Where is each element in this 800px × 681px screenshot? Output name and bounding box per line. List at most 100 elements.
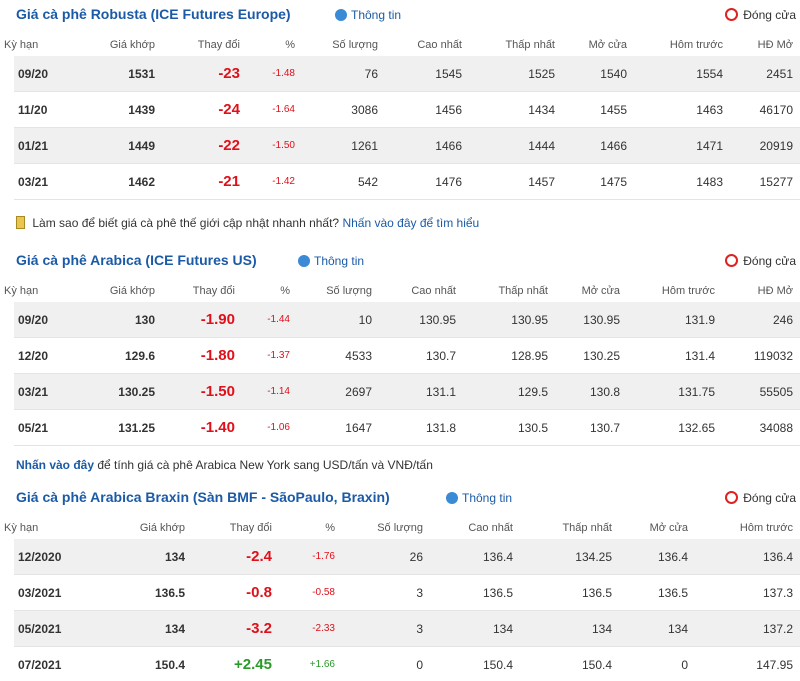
close-label: Đóng cửa [725,8,796,22]
note-line: Nhấn vào đây để tính giá cà phê Arabica … [16,458,433,472]
table-cell: 136.4 [657,550,688,564]
table-cell: -1.64 [272,104,295,115]
column-header: Số lượng [332,39,378,51]
column-header: Kỳ hạn [4,39,39,51]
table-cell: -3.2 [246,620,272,637]
table-cell: 1476 [435,175,462,189]
table-cell: 03/21 [18,385,49,399]
section-title: Giá cà phê Arabica Braxin (Sàn BMF - São… [16,489,390,505]
table-cell: 130.7 [425,349,456,363]
table-cell: -2.33 [312,623,335,634]
column-header: Hôm trước [669,39,723,51]
table-row [14,410,800,446]
table-cell: -0.8 [246,584,272,601]
info-icon [446,492,458,504]
table-cell: 130.5 [517,421,548,435]
table-cell: 136.4 [482,550,513,564]
table-cell: -1.44 [267,314,290,325]
close-label: Đóng cửa [725,491,796,505]
table-row [14,302,800,338]
table-cell: 1455 [600,103,627,117]
info-link[interactable]: Thông tin [335,8,401,22]
table-cell: 131.25 [118,421,155,435]
info-text[interactable]: Thông tin [462,491,513,505]
table-cell: 1462 [128,175,155,189]
table-cell: 129.6 [124,349,155,363]
table-row [14,611,800,647]
column-header: Cao nhất [417,39,462,51]
table-cell: 4533 [345,349,372,363]
column-header: Thấp nhất [498,285,548,297]
column-header: Mở cửa [649,522,688,534]
table-cell: 136.4 [762,550,793,564]
tip-line: Làm sao để biết giá cà phê thế giới cập … [16,216,479,230]
clock-icon [725,8,739,21]
table-cell: 130.25 [118,385,155,399]
table-cell: -1.14 [267,386,290,397]
table-cell: 1456 [435,103,462,117]
section-title: Giá cà phê Arabica (ICE Futures US) [16,252,257,268]
table-cell: 46170 [759,103,793,117]
table-cell: 246 [772,313,793,327]
table-cell: 542 [357,175,378,189]
clock-icon [725,491,739,504]
info-icon [298,255,310,267]
column-header: Giá khớp [109,285,155,297]
close-text: Đóng cửa [743,491,796,505]
table-cell: 136.5 [154,586,185,600]
table-cell: 1457 [528,175,555,189]
column-header: Kỳ hạn [4,285,39,297]
close-label: Đóng cửa [725,254,796,268]
table-cell: 1466 [435,139,462,153]
table-cell: 134 [492,622,513,636]
table-row [14,164,800,200]
info-link[interactable]: Thông tin [298,254,364,268]
column-header: Kỳ hạn [4,522,39,534]
table-row [14,56,800,92]
note-link[interactable]: Nhấn vào đây [16,458,95,472]
table-cell: -21 [218,173,240,190]
table-row [14,338,800,374]
table-cell: 10 [358,313,372,327]
table-cell: +1.66 [309,659,335,670]
table-cell: 136.5 [482,586,513,600]
table-cell: 1463 [696,103,723,117]
table-cell: 119032 [753,349,793,363]
table-cell: 3 [416,586,423,600]
table-cell: 150.4 [154,658,185,672]
table-cell: -1.50 [272,140,295,151]
table-cell: 11/20 [18,103,48,117]
table-cell: 134 [667,622,688,636]
info-text[interactable]: Thông tin [351,8,402,22]
table-cell: -22 [218,137,240,154]
info-link[interactable]: Thông tin [446,491,512,505]
table-row [14,539,800,575]
table-cell: 1483 [696,175,723,189]
table-cell: 134.25 [575,550,612,564]
table-cell: 130.8 [589,385,620,399]
table-cell: 131.9 [684,313,715,327]
table-row [14,575,800,611]
table-cell: -2.4 [246,548,272,565]
table-cell: 137.3 [762,586,793,600]
table-cell: 2697 [345,385,372,399]
table-cell: 55505 [759,385,793,399]
table-cell: -1.50 [200,383,235,400]
table-cell: 1531 [128,67,155,81]
table-cell: 1466 [600,139,627,153]
table-cell: 76 [364,67,378,81]
tip-link[interactable]: Nhấn vào đây để tìm hiểu [342,216,480,230]
table-cell: 150.4 [482,658,513,672]
table-cell: -1.76 [312,551,335,562]
table-cell: 1261 [351,139,378,153]
table-cell: 26 [409,550,423,564]
column-header: Thay đổi [192,285,235,297]
info-text[interactable]: Thông tin [314,254,365,268]
table-cell: 07/2021 [18,658,62,672]
table-cell: 1439 [128,103,155,117]
table-cell: 2451 [766,67,793,81]
table-cell: 1525 [528,67,555,81]
table-cell: -1.90 [200,311,235,328]
table-cell: 130.95 [583,313,620,327]
